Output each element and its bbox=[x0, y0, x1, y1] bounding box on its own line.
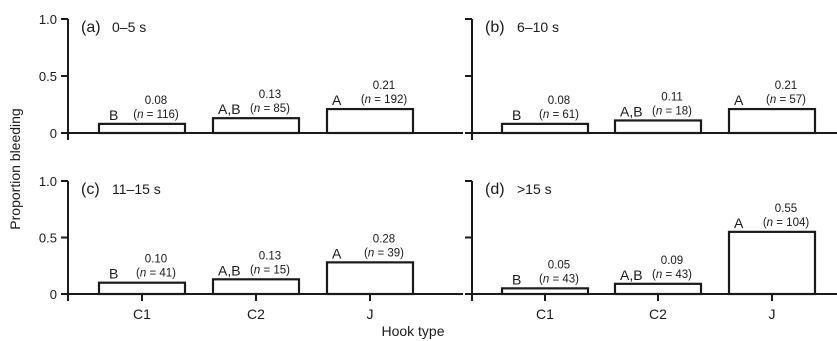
bar-n-label: (n = 116) bbox=[133, 109, 179, 121]
bar bbox=[613, 119, 703, 135]
bar-n-label: (n = 85) bbox=[250, 103, 290, 115]
bar-group-letter: A bbox=[332, 92, 342, 108]
bar-group-letter: B bbox=[109, 107, 118, 123]
bar bbox=[325, 261, 415, 296]
bar bbox=[500, 122, 590, 135]
x-tick-label: J bbox=[367, 306, 374, 322]
bar-group-letter: B bbox=[512, 271, 521, 287]
x-tick-label: C1 bbox=[133, 306, 151, 322]
bar-n-label: (n = 43) bbox=[652, 269, 692, 281]
bar bbox=[500, 287, 590, 296]
bar-group-letter: A,B bbox=[218, 101, 241, 117]
panel-title: >15 s bbox=[517, 181, 552, 197]
bar-n-label: (n = 18) bbox=[652, 105, 692, 117]
bar-n-label: (n = 15) bbox=[250, 264, 290, 276]
bar-value-label: 0.13 bbox=[259, 89, 281, 101]
bar-n-label: (n = 39) bbox=[364, 247, 404, 259]
bar-value-label: 0.28 bbox=[373, 233, 395, 245]
bar bbox=[211, 278, 301, 296]
bar bbox=[325, 107, 415, 135]
panel-title: 6–10 s bbox=[517, 19, 559, 35]
bar-value-label: 0.21 bbox=[373, 80, 395, 92]
bar-n-label: (n = 192) bbox=[361, 94, 408, 106]
x-tick-label: C1 bbox=[536, 306, 554, 322]
y-tick-label: 0 bbox=[50, 126, 57, 141]
y-tick-label: 0 bbox=[50, 287, 57, 302]
bar-n-label: (n = 57) bbox=[766, 94, 806, 106]
panel-tag: (b) bbox=[485, 19, 505, 36]
bar-group-letter: B bbox=[512, 107, 521, 123]
bar-n-label: (n = 41) bbox=[136, 268, 176, 280]
bar-value-label: 0.09 bbox=[661, 255, 683, 267]
y-tick-label: 0.5 bbox=[39, 69, 57, 84]
y-tick-label: 1.0 bbox=[39, 174, 57, 189]
panel-tag: (a) bbox=[81, 19, 101, 36]
bar-value-label: 0.13 bbox=[259, 250, 281, 262]
bar-group-letter: A,B bbox=[620, 103, 643, 119]
panel-title: 0–5 s bbox=[112, 19, 146, 35]
bar-value-label: 0.10 bbox=[145, 254, 167, 266]
x-tick-label: C2 bbox=[649, 306, 667, 322]
bar-group-letter: B bbox=[109, 266, 118, 282]
bar-n-label: (n = 61) bbox=[539, 109, 579, 121]
bar-n-label: (n = 104) bbox=[763, 217, 810, 229]
bar-group-letter: A bbox=[734, 92, 744, 108]
x-axis-label: Hook type bbox=[381, 323, 444, 339]
bar-group-letter: A,B bbox=[620, 267, 643, 283]
bar bbox=[97, 122, 187, 135]
bar-n-label: (n = 43) bbox=[539, 273, 579, 285]
y-tick-label: 1.0 bbox=[39, 12, 57, 27]
x-tick-label: J bbox=[769, 306, 776, 322]
bar bbox=[97, 281, 187, 296]
y-axis-label: Proportion bleeding bbox=[7, 108, 23, 229]
bar bbox=[211, 117, 301, 135]
bar-group-letter: A bbox=[734, 215, 744, 231]
bar-value-label: 0.05 bbox=[548, 259, 570, 271]
panel-tag: (c) bbox=[81, 181, 100, 198]
bar-value-label: 0.11 bbox=[661, 91, 683, 103]
bar bbox=[727, 107, 817, 135]
bar bbox=[727, 230, 817, 296]
bar-group-letter: A,B bbox=[218, 262, 241, 278]
bar-value-label: 0.55 bbox=[775, 203, 797, 215]
y-tick-label: 0.5 bbox=[39, 231, 57, 246]
panel-title: 11–15 s bbox=[112, 181, 161, 197]
x-tick-label: C2 bbox=[247, 306, 265, 322]
panel-tag: (d) bbox=[485, 181, 505, 198]
bar-value-label: 0.21 bbox=[775, 80, 797, 92]
bar-value-label: 0.08 bbox=[548, 95, 570, 107]
bar-value-label: 0.08 bbox=[145, 95, 167, 107]
bar-group-letter: A bbox=[332, 245, 342, 261]
bar bbox=[613, 282, 703, 296]
